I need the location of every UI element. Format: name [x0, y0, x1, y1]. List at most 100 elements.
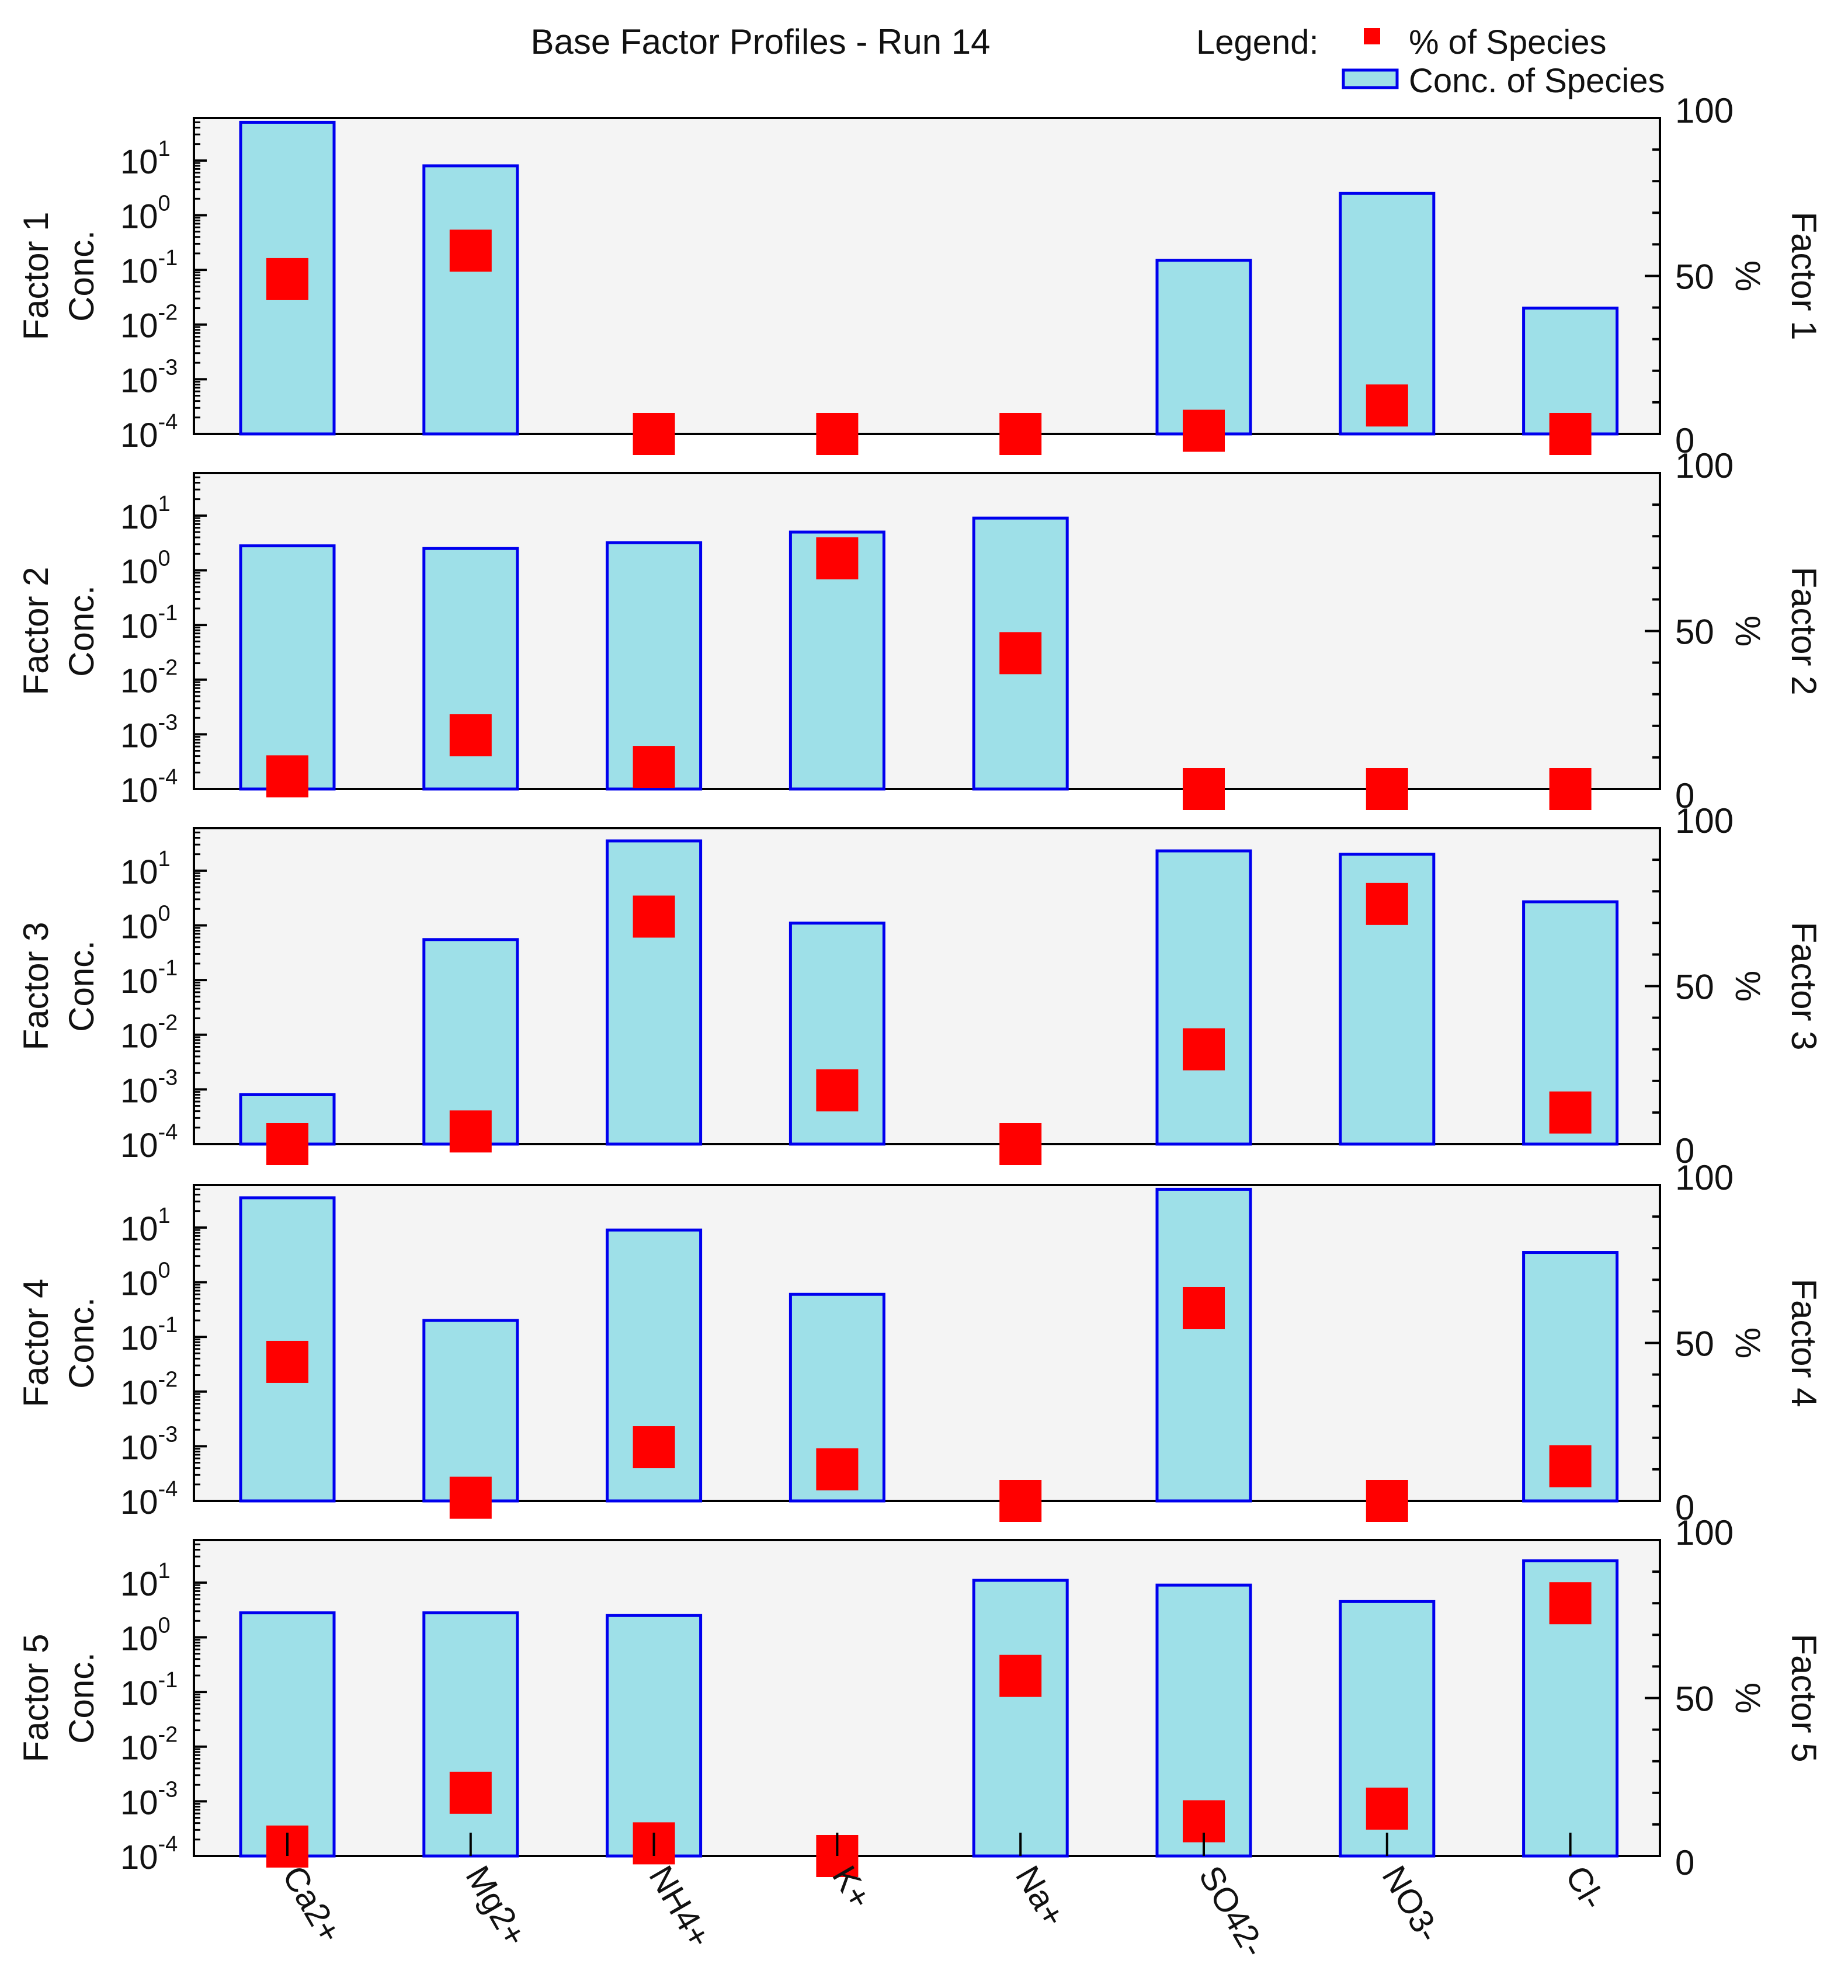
- percent-marker: [1549, 1445, 1592, 1487]
- conc-bar: [1155, 849, 1252, 1146]
- panel-name-left-1: Factor 1: [16, 211, 55, 340]
- y-right-tick-label: 0: [1675, 1488, 1694, 1527]
- y-left-tick-label: 10-1: [120, 1668, 178, 1712]
- y-right-tick-label: 100: [1675, 801, 1734, 840]
- x-tick-label: Mg2+: [458, 1860, 534, 1953]
- y-right-tick-label: 100: [1675, 1513, 1734, 1552]
- x-tick-label: Cl-: [1558, 1860, 1612, 1916]
- percent-marker: [633, 746, 675, 788]
- conc-bar: [606, 1614, 703, 1858]
- y-left-axis-label: Conc.: [62, 1297, 101, 1389]
- percent-marker: [449, 714, 492, 757]
- percent-marker: [266, 1123, 308, 1165]
- panel-name-left-3: Factor 3: [16, 922, 55, 1050]
- y-left-tick-label: 100: [120, 546, 171, 590]
- y-left-tick-label: 10-3: [120, 1777, 178, 1822]
- conc-bar: [422, 1319, 519, 1503]
- y-right-tick-label: 50: [1675, 1680, 1714, 1719]
- y-left-tick-label: 10-1: [120, 956, 178, 1000]
- y-left-tick-label: 10-3: [120, 1065, 178, 1110]
- conc-bar: [422, 164, 519, 436]
- panel-frame-2: [193, 472, 1661, 790]
- y-left-axis-label: Conc.: [62, 585, 101, 677]
- panel-frame-3: [193, 827, 1661, 1145]
- percent-marker: [449, 1476, 492, 1519]
- percent-marker: [999, 1123, 1042, 1165]
- percent-marker: [266, 755, 308, 798]
- y-right-tick-label: 0: [1675, 1131, 1694, 1170]
- chart-title: Base Factor Profiles - Run 14: [530, 22, 990, 61]
- y-left-tick-label: 100: [120, 1258, 171, 1302]
- conc-bar: [239, 1611, 336, 1858]
- percent-marker: [449, 1771, 492, 1814]
- y-left-tick-label: 10-3: [120, 710, 178, 755]
- y-left-tick-label: 10-1: [120, 246, 178, 290]
- legend-text-percent: % of Species: [1409, 23, 1607, 61]
- y-left-tick-label: 10-2: [120, 301, 178, 345]
- y-left-tick-label: 10-4: [120, 1477, 178, 1521]
- percent-marker: [999, 632, 1042, 675]
- panel-name-left-4: Factor 4: [16, 1278, 55, 1407]
- panel-frame-4: [193, 1184, 1661, 1502]
- y-left-tick-label: 10-1: [120, 1313, 178, 1357]
- conc-bar: [422, 1611, 519, 1858]
- y-left-tick-label: 10-2: [120, 656, 178, 700]
- conc-bar: [239, 544, 336, 791]
- y-right-axis-label: %: [1728, 1327, 1767, 1358]
- panel-frame-1: [193, 117, 1661, 435]
- percent-marker: [633, 1426, 675, 1469]
- y-left-tick-label: 101: [120, 847, 171, 891]
- y-left-tick-label: 10-2: [120, 1723, 178, 1767]
- percent-marker: [266, 258, 308, 300]
- y-left-tick-label: 10-4: [120, 410, 178, 454]
- conc-bar: [972, 1579, 1069, 1858]
- y-left-tick-label: 10-4: [120, 1832, 178, 1876]
- panel-name-right-4: Factor 4: [1784, 1278, 1823, 1407]
- percent-marker: [1549, 413, 1592, 455]
- y-left-axis-label: Conc.: [62, 940, 101, 1032]
- percent-marker: [1366, 882, 1408, 925]
- y-left-tick-label: 100: [120, 901, 171, 946]
- y-left-tick-label: 101: [120, 1559, 171, 1603]
- y-right-axis-label: %: [1728, 1683, 1767, 1714]
- percent-marker: [816, 537, 859, 580]
- y-left-tick-label: 10-2: [120, 1011, 178, 1055]
- panel-name-right-2: Factor 2: [1784, 566, 1823, 695]
- percent-marker: [1366, 768, 1408, 810]
- y-right-tick-label: 50: [1675, 613, 1714, 652]
- y-right-tick-label: 100: [1675, 1158, 1734, 1197]
- y-left-axis-label: Conc.: [62, 1652, 101, 1744]
- percent-marker: [633, 413, 675, 455]
- panel-name-right-3: Factor 3: [1784, 922, 1823, 1050]
- percent-marker: [266, 1340, 308, 1383]
- percent-marker: [999, 1480, 1042, 1522]
- y-right-axis-label: %: [1728, 260, 1767, 291]
- percent-marker: [633, 895, 675, 938]
- conc-bar: [606, 839, 703, 1146]
- percent-marker: [816, 1448, 859, 1490]
- y-left-tick-label: 101: [120, 1204, 171, 1248]
- percent-marker: [816, 1069, 859, 1112]
- percent-marker: [1183, 1287, 1225, 1329]
- y-left-tick-label: 10-2: [120, 1368, 178, 1412]
- percent-marker: [1183, 768, 1225, 810]
- percent-marker: [449, 230, 492, 272]
- y-right-tick-label: 0: [1675, 1843, 1694, 1882]
- percent-marker: [1549, 768, 1592, 810]
- y-left-tick-label: 101: [120, 492, 171, 536]
- y-right-tick-label: 50: [1675, 258, 1714, 297]
- y-left-axis-label: Conc.: [62, 230, 101, 322]
- y-left-tick-label: 100: [120, 1613, 171, 1657]
- y-left-tick-label: 10-4: [120, 765, 178, 809]
- percent-marker: [1366, 1480, 1408, 1522]
- y-left-tick-label: 10-4: [120, 1120, 178, 1165]
- panel-name-left-5: Factor 5: [16, 1634, 55, 1762]
- y-right-tick-label: 0: [1675, 421, 1694, 460]
- y-left-tick-label: 10-1: [120, 601, 178, 645]
- percent-marker: [1183, 409, 1225, 452]
- y-right-tick-label: 50: [1675, 968, 1714, 1007]
- percent-marker: [449, 1110, 492, 1153]
- y-left-tick-label: 101: [120, 137, 171, 181]
